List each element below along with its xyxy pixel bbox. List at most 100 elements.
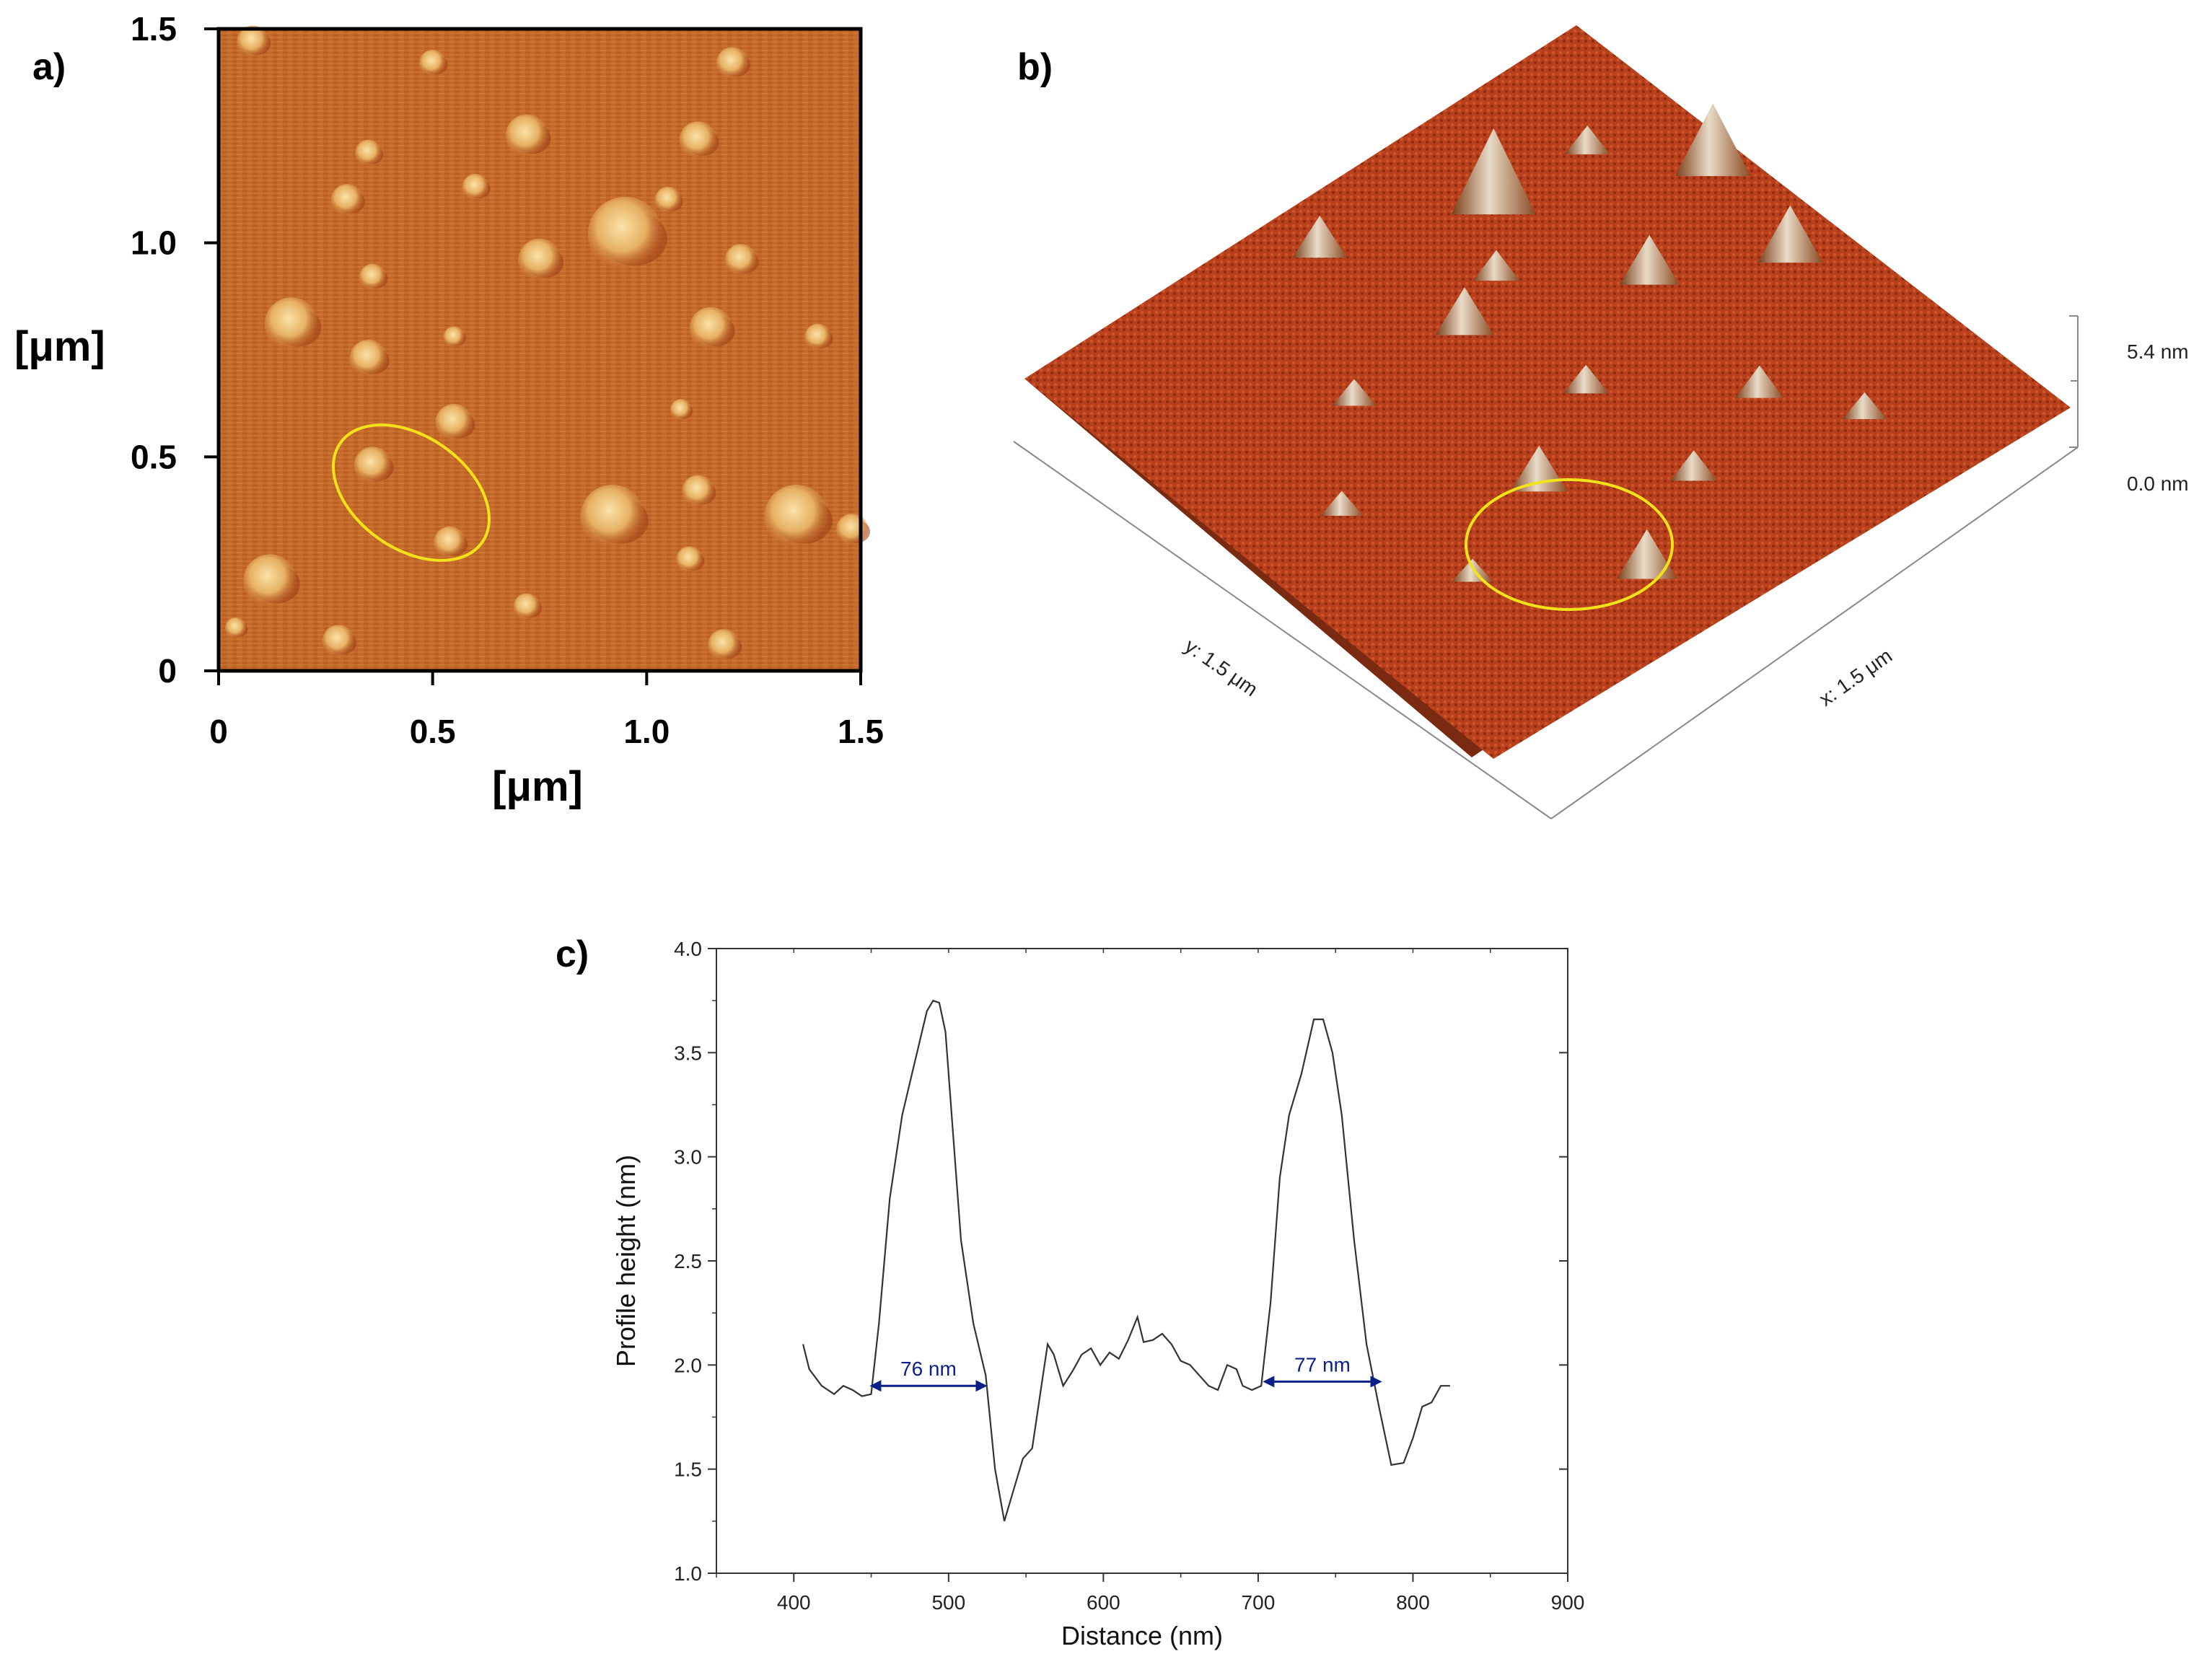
highlight-ellipse-2d [331,423,491,562]
afm-2d-ylabel: [μm] [14,323,105,370]
particle [505,114,548,157]
arrow-head-left [1263,1376,1275,1388]
particle [443,326,465,348]
profile-xlabel: Distance (nm) [1061,1621,1223,1650]
particle [804,323,832,351]
width-label: 77 nm [1294,1353,1351,1376]
surface-peak [1757,205,1823,263]
particle [513,593,540,620]
arrow-head-right [1370,1376,1382,1388]
afm-2d-particles [224,25,871,661]
afm-2d-xlabel: [μm] [492,763,583,810]
surface-peak [1473,250,1520,281]
y-tick-label: 1.5 [131,10,177,48]
particle [354,447,392,485]
surface-peak [1332,379,1377,406]
x-tick-label: 1.0 [623,713,670,750]
surface-peaks [1292,103,1887,582]
x-axis-label-3d: x: 1.5 μm [1815,644,1897,711]
particle [716,47,749,79]
profile-ylabel: Profile height (nm) [611,1155,641,1367]
x-tick-label: 700 [1242,1591,1276,1614]
particle [355,139,382,167]
particle [676,546,703,573]
particle [243,554,297,608]
particle [462,173,489,201]
particle [724,244,758,276]
particle [330,184,364,216]
y-tick-label: 4.0 [674,938,702,960]
particle [434,526,466,559]
afm-2d-frame [216,27,863,673]
particle [518,238,561,282]
z-max-label: 5.4 nm [2127,340,2189,363]
particle [587,196,663,272]
y-axis-line [1013,441,1552,819]
x-tick-label: 0 [209,713,228,750]
surface-peak [1670,450,1718,481]
surface-peak [1292,215,1348,258]
width-label: 76 nm [900,1358,957,1380]
particle [359,263,387,291]
particle [224,617,247,639]
x-axis-line [1550,447,2079,819]
y-tick-label: 1.0 [674,1562,702,1585]
afm-2d-axes: 0 0.5 1.0 1.5 0 0.5 1.0 1.5 [131,10,884,750]
x-tick-label: 400 [777,1591,811,1614]
surface-3d [1024,25,2071,759]
particle [435,403,473,441]
particle [682,475,714,508]
particle [764,484,829,549]
particle [349,339,387,377]
particle [835,513,869,546]
panel-c-label: c) [556,933,589,975]
surface-peak [1320,491,1364,516]
profile-series-line [802,999,1450,1522]
profile-annotations: 76 nm 77 nm [869,1353,1382,1392]
y-tick-label: 0.5 [131,438,177,475]
surface-peak [1564,126,1610,154]
x-tick-label: 1.5 [838,713,884,750]
highlight-ellipse-3d [1465,478,1674,611]
x-tick-label: 600 [1087,1591,1120,1614]
particle [670,399,692,421]
profile-axes: 400 500 600 700 800 900 1.0 1.5 2.0 2.5 3.0 3.5 4.0 [674,938,1584,1614]
y-tick-label: 2.5 [674,1250,702,1272]
x-tick-label: 0.5 [410,713,456,750]
x-tick-label: 800 [1396,1591,1430,1614]
particle [264,297,318,351]
y-tick-label: 3.5 [674,1042,702,1064]
y-tick-label: 2.0 [674,1354,702,1376]
panel-b-label: b) [1017,46,1053,88]
particle [322,625,355,657]
y-tick-label: 0 [158,652,177,690]
surface-peak [1675,103,1751,176]
surface-peak [1842,392,1887,419]
particle [654,186,682,214]
surface-peak [1617,529,1677,579]
particle [237,25,269,58]
arrow-head-left [869,1380,882,1392]
arrow-head-right [975,1380,988,1392]
z-min-label: 0.0 nm [2127,472,2189,495]
particle [707,629,740,661]
y-tick-label: 1.5 [674,1459,702,1481]
x-tick-label: 900 [1551,1591,1585,1614]
y-tick-label: 1.0 [131,224,177,262]
y-tick-label: 3.0 [674,1146,702,1169]
particle [689,307,732,351]
y-axis-label-3d: y: 1.5 μm [1181,635,1263,701]
profile-plot-frame [716,948,1568,1574]
particle [419,49,447,77]
surface-peak [1452,558,1493,582]
surface-peak [1435,287,1494,335]
surface-peak [1619,234,1680,285]
particle [580,484,645,549]
x-tick-label: 500 [931,1591,965,1614]
surface-peak [1563,364,1609,394]
panel-a-label: a) [32,46,66,88]
surface-peak [1451,128,1536,215]
particle [679,121,717,159]
surface-peak [1735,365,1784,398]
